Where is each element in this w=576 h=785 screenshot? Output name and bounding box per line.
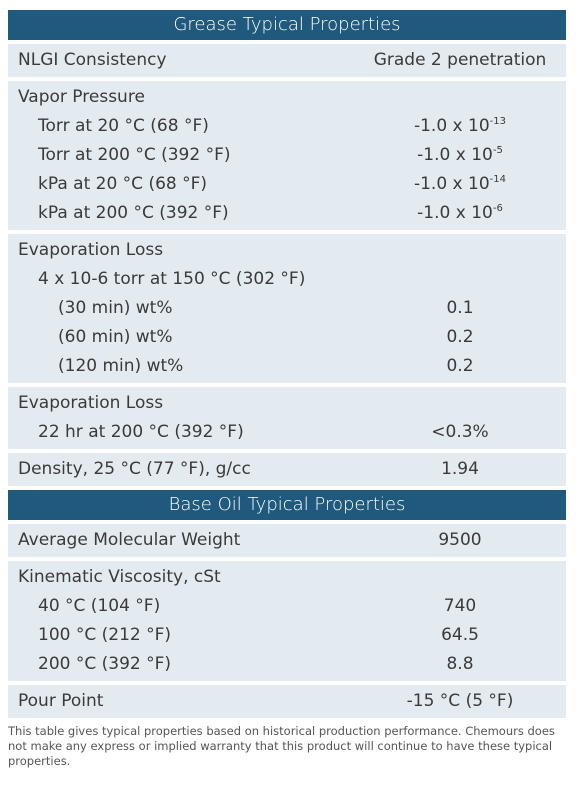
row: 22 hr at 200 °C (392 °F) <0.3% [8, 418, 566, 447]
row-value: Grade 2 penetration [360, 46, 560, 75]
row-label: kPa at 20 °C (68 °F) [38, 174, 208, 194]
row-label: Evaporation Loss [18, 240, 164, 260]
subheading: 4 x 10-6 torr at 150 °C (302 °F) [38, 269, 306, 289]
group: Kinematic Viscosity, cSt 40 °C (104 °F) 74… [8, 561, 566, 681]
row-label: 22 hr at 200 °C (392 °F) [38, 422, 244, 442]
value-text: 8.8 [446, 654, 474, 674]
row: 100 °C (212 °F) 64.5 [8, 621, 566, 650]
row-label: (120 min) wt% [58, 356, 184, 376]
group: Evaporation Loss 22 hr at 200 °C (392 °F)… [8, 387, 566, 449]
row: (60 min) wt% 0.2 [8, 323, 566, 352]
row-value: 1.94 [360, 455, 560, 484]
row: 200 °C (392 °F) 8.8 [8, 650, 566, 679]
row-label: Kinematic Viscosity, cSt [18, 567, 221, 587]
row: NLGI Consistency Grade 2 penetration [8, 46, 566, 75]
value-text: Grade 2 penetration [373, 50, 547, 70]
row: (120 min) wt% 0.2 [8, 352, 566, 381]
row-label: Density, 25 °C (77 °F), g/cc [18, 459, 251, 479]
group: NLGI Consistency Grade 2 penetration [8, 44, 566, 77]
row: 40 °C (104 °F) 740 [8, 592, 566, 621]
section-header: Grease Typical Properties [8, 10, 566, 40]
row-value: 0.2 [360, 323, 560, 352]
group: Pour Point -15 °C (5 °F) [8, 685, 566, 718]
row-label: (30 min) wt% [58, 298, 173, 318]
row: Density, 25 °C (77 °F), g/cc 1.94 [8, 455, 566, 484]
value-text: -1.0 x 10 [413, 116, 490, 136]
subheading-row: 4 x 10-6 torr at 150 °C (302 °F) [8, 265, 566, 294]
row-value: -1.0 x 10-5 [360, 141, 560, 170]
row-label: Average Molecular Weight [18, 530, 241, 550]
value-text: 9500 [438, 530, 482, 550]
row-label: 40 °C (104 °F) [38, 596, 161, 616]
value-exponent: -14 [489, 174, 506, 185]
group: Vapor Pressure Torr at 20 °C (68 °F) -1.0 … [8, 81, 566, 230]
row: Torr at 20 °C (68 °F) -1.0 x 10-13 [8, 112, 566, 141]
row: Torr at 200 °C (392 °F) -1.0 x 10-5 [8, 141, 566, 170]
row-value: -1.0 x 10-6 [360, 199, 560, 228]
row: kPa at 200 °C (392 °F) -1.0 x 10-6 [8, 199, 566, 228]
row: (30 min) wt% 0.1 [8, 294, 566, 323]
value-exponent: -13 [489, 116, 506, 127]
row-value: -1.0 x 10-14 [360, 170, 560, 199]
section-header: Base Oil Typical Properties [8, 490, 566, 520]
value-text: 1.94 [441, 459, 479, 479]
properties-table: Grease Typical Properties NLGI Consistenc… [8, 10, 566, 722]
row-value: -1.0 x 10-13 [360, 112, 560, 141]
row-label: Pour Point [18, 691, 104, 711]
footnote: This table gives typical properties base… [8, 724, 555, 768]
row-value: <0.3% [360, 418, 560, 447]
row-label: kPa at 200 °C (392 °F) [38, 203, 229, 223]
value-text: -1.0 x 10 [417, 145, 493, 165]
value-text: 64.5 [441, 625, 479, 645]
row-label: 200 °C (392 °F) [38, 654, 172, 674]
value-text: -1.0 x 10 [413, 174, 490, 194]
row-value: 0.1 [360, 294, 560, 323]
row-label: Evaporation Loss [18, 393, 164, 413]
row: kPa at 20 °C (68 °F) -1.0 x 10-14 [8, 170, 566, 199]
value-text: 0.2 [446, 356, 474, 376]
value-text: -15 °C (5 °F) [406, 691, 514, 711]
row-label: Torr at 20 °C (68 °F) [38, 116, 209, 136]
group: Average Molecular Weight 9500 [8, 524, 566, 557]
group: Density, 25 °C (77 °F), g/cc 1.94 [8, 453, 566, 486]
row: Vapor Pressure [8, 83, 566, 112]
group: Evaporation Loss 4 x 10-6 torr at 150 °C … [8, 234, 566, 383]
row: Pour Point -15 °C (5 °F) [8, 687, 566, 716]
row: Evaporation Loss [8, 236, 566, 265]
value-text: <0.3% [431, 422, 489, 442]
row-value: 9500 [360, 526, 560, 555]
row-label: NLGI Consistency [18, 50, 167, 70]
value-exponent: -5 [492, 145, 503, 156]
row-value: 64.5 [360, 621, 560, 650]
row-value: -15 °C (5 °F) [360, 687, 560, 716]
row-value: 8.8 [360, 650, 560, 679]
row-label: Torr at 200 °C (392 °F) [38, 145, 231, 165]
row: Evaporation Loss [8, 389, 566, 418]
row: Kinematic Viscosity, cSt [8, 563, 566, 592]
value-exponent: -6 [492, 203, 503, 214]
value-text: 0.2 [446, 327, 474, 347]
row-value: 0.2 [360, 352, 560, 381]
row-label: Vapor Pressure [18, 87, 145, 107]
value-text: 740 [443, 596, 477, 616]
value-text: 0.1 [446, 298, 474, 318]
row: Average Molecular Weight 9500 [8, 526, 566, 555]
row-label: (60 min) wt% [58, 327, 173, 347]
row-label: 100 °C (212 °F) [38, 625, 172, 645]
row-value: 740 [360, 592, 560, 621]
value-text: -1.0 x 10 [417, 203, 493, 223]
